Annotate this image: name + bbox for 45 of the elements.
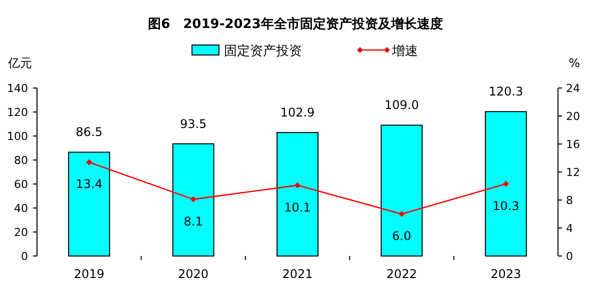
chart-title: 图6 2019-2023年全市固定资产投资及增长速度	[148, 16, 443, 32]
data-label: 120.3	[488, 84, 524, 99]
y2-axis-title: %	[568, 56, 580, 70]
y-axis-title: 亿元	[7, 56, 32, 70]
y2-tick-label: 4	[566, 222, 573, 235]
point	[190, 196, 196, 202]
data-label: 10.3	[492, 198, 520, 213]
x-tick-label: 2020	[178, 267, 209, 281]
y2-tick-label: 12	[566, 166, 580, 179]
data-label: 13.4	[76, 177, 102, 192]
bar	[484, 111, 527, 256]
bar	[172, 143, 214, 256]
y-tick-label: 100	[7, 130, 28, 143]
point	[86, 159, 92, 166]
bar	[276, 132, 318, 256]
y-tick-label: 60	[14, 178, 28, 191]
y-tick-label: 80	[14, 154, 28, 167]
data-label: 86.5	[76, 125, 102, 140]
data-label: 6.0	[392, 229, 412, 243]
x-tick-label: 2023	[490, 267, 522, 281]
legend-label: 固定资产投资	[224, 44, 302, 59]
x-tick-label: 2021	[282, 267, 313, 281]
point	[294, 182, 300, 188]
y2-tick-label: 16	[566, 138, 580, 151]
bar	[380, 124, 423, 256]
data-label: 109.0	[384, 98, 419, 112]
data-label: 93.5	[180, 116, 207, 131]
x-tick-label: 2022	[386, 267, 417, 281]
y-tick-label: 140	[7, 82, 28, 95]
y2-tick-label: 20	[566, 110, 580, 123]
point	[502, 180, 509, 187]
data-label: 102.9	[280, 106, 315, 120]
y-tick-label: 120	[7, 106, 28, 119]
x-tick-label: 2019	[74, 267, 104, 281]
y2-tick-label: 8	[566, 194, 573, 207]
legend-label: 增速	[391, 44, 418, 59]
y2-tick-label: 0	[566, 250, 573, 263]
y-tick-label: 40	[14, 202, 28, 215]
y2-tick-label: 24	[566, 82, 580, 95]
data-label: 10.1	[284, 200, 311, 214]
data-label: 8.1	[184, 214, 203, 228]
y-tick-label: 20	[14, 226, 28, 239]
point	[398, 211, 405, 217]
y-tick-label: 0	[21, 250, 28, 263]
bar	[68, 152, 110, 256]
